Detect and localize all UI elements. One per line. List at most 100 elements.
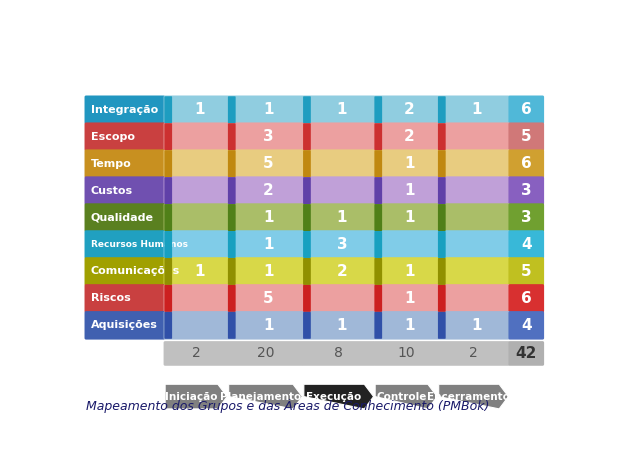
FancyBboxPatch shape xyxy=(164,257,229,285)
Text: 3: 3 xyxy=(521,183,532,198)
FancyBboxPatch shape xyxy=(227,150,304,178)
FancyBboxPatch shape xyxy=(374,95,439,124)
Text: 1: 1 xyxy=(263,102,274,117)
FancyBboxPatch shape xyxy=(509,203,544,232)
Text: Aquisições: Aquisições xyxy=(91,320,158,330)
FancyBboxPatch shape xyxy=(228,150,236,177)
FancyBboxPatch shape xyxy=(303,285,311,312)
FancyBboxPatch shape xyxy=(228,96,236,123)
Text: 3: 3 xyxy=(521,210,532,225)
FancyBboxPatch shape xyxy=(227,176,304,205)
FancyBboxPatch shape xyxy=(509,257,544,285)
FancyBboxPatch shape xyxy=(84,284,165,313)
Text: Recursos Humanos: Recursos Humanos xyxy=(91,240,188,249)
FancyBboxPatch shape xyxy=(302,311,375,340)
Text: 2: 2 xyxy=(469,346,478,361)
FancyBboxPatch shape xyxy=(374,257,439,285)
FancyBboxPatch shape xyxy=(303,312,311,339)
FancyBboxPatch shape xyxy=(438,150,445,177)
FancyBboxPatch shape xyxy=(374,150,439,178)
Text: Tempo: Tempo xyxy=(91,159,132,169)
FancyBboxPatch shape xyxy=(438,123,445,150)
Text: 1: 1 xyxy=(404,183,415,198)
FancyBboxPatch shape xyxy=(164,177,172,204)
Text: 5: 5 xyxy=(521,264,532,279)
FancyBboxPatch shape xyxy=(303,231,311,258)
Text: 42: 42 xyxy=(516,346,537,361)
FancyBboxPatch shape xyxy=(164,96,172,123)
FancyBboxPatch shape xyxy=(228,177,236,204)
Text: 1: 1 xyxy=(404,318,415,333)
FancyBboxPatch shape xyxy=(228,123,236,150)
FancyBboxPatch shape xyxy=(164,176,229,205)
FancyBboxPatch shape xyxy=(302,257,375,285)
FancyBboxPatch shape xyxy=(374,312,382,339)
FancyBboxPatch shape xyxy=(227,257,304,285)
FancyBboxPatch shape xyxy=(227,311,304,340)
Text: 10: 10 xyxy=(397,346,415,361)
FancyBboxPatch shape xyxy=(303,204,311,231)
Text: 1: 1 xyxy=(404,210,415,225)
FancyBboxPatch shape xyxy=(438,312,445,339)
FancyBboxPatch shape xyxy=(374,96,382,123)
FancyBboxPatch shape xyxy=(228,204,236,231)
FancyBboxPatch shape xyxy=(228,312,236,339)
Text: 2: 2 xyxy=(404,102,415,117)
Text: Mapeamento dos Grupos e das Áreas de Conhecimento (PMBok): Mapeamento dos Grupos e das Áreas de Con… xyxy=(86,399,489,413)
FancyBboxPatch shape xyxy=(164,231,172,258)
FancyBboxPatch shape xyxy=(374,150,382,177)
FancyBboxPatch shape xyxy=(227,341,304,366)
FancyBboxPatch shape xyxy=(84,95,165,124)
Text: 2: 2 xyxy=(404,129,415,144)
FancyBboxPatch shape xyxy=(227,203,304,232)
FancyBboxPatch shape xyxy=(438,177,445,204)
FancyBboxPatch shape xyxy=(374,123,439,151)
FancyBboxPatch shape xyxy=(164,150,172,177)
Text: 3: 3 xyxy=(263,129,274,144)
Text: 1: 1 xyxy=(472,318,482,333)
FancyBboxPatch shape xyxy=(164,150,229,178)
FancyBboxPatch shape xyxy=(509,284,544,313)
FancyBboxPatch shape xyxy=(303,258,311,285)
FancyBboxPatch shape xyxy=(164,284,229,313)
FancyBboxPatch shape xyxy=(437,257,510,285)
Text: 6: 6 xyxy=(521,291,532,306)
FancyBboxPatch shape xyxy=(437,230,510,259)
FancyBboxPatch shape xyxy=(302,150,375,178)
Polygon shape xyxy=(304,384,374,409)
Text: Controle: Controle xyxy=(376,391,427,401)
FancyBboxPatch shape xyxy=(84,311,165,340)
FancyBboxPatch shape xyxy=(509,95,544,124)
FancyBboxPatch shape xyxy=(302,95,375,124)
Text: 6: 6 xyxy=(521,102,532,117)
FancyBboxPatch shape xyxy=(509,123,544,151)
FancyBboxPatch shape xyxy=(227,123,304,151)
FancyBboxPatch shape xyxy=(438,231,445,258)
Text: 1: 1 xyxy=(194,264,204,279)
Polygon shape xyxy=(165,384,227,409)
Text: 1: 1 xyxy=(337,318,347,333)
FancyBboxPatch shape xyxy=(164,95,229,124)
FancyBboxPatch shape xyxy=(302,284,375,313)
Text: Execução: Execução xyxy=(307,391,362,401)
Text: 5: 5 xyxy=(521,129,532,144)
FancyBboxPatch shape xyxy=(302,203,375,232)
FancyBboxPatch shape xyxy=(374,203,439,232)
FancyBboxPatch shape xyxy=(227,95,304,124)
FancyBboxPatch shape xyxy=(303,96,311,123)
Polygon shape xyxy=(439,384,509,409)
FancyBboxPatch shape xyxy=(374,231,382,258)
FancyBboxPatch shape xyxy=(227,284,304,313)
FancyBboxPatch shape xyxy=(84,230,165,259)
Text: Riscos: Riscos xyxy=(91,294,130,304)
FancyBboxPatch shape xyxy=(374,123,382,150)
Text: 8: 8 xyxy=(334,346,343,361)
Text: Planejamento: Planejamento xyxy=(220,391,302,401)
Text: Qualidade: Qualidade xyxy=(91,212,154,223)
FancyBboxPatch shape xyxy=(84,257,165,285)
FancyBboxPatch shape xyxy=(303,177,311,204)
FancyBboxPatch shape xyxy=(438,204,445,231)
FancyBboxPatch shape xyxy=(164,311,229,340)
FancyBboxPatch shape xyxy=(84,176,165,205)
FancyBboxPatch shape xyxy=(302,123,375,151)
